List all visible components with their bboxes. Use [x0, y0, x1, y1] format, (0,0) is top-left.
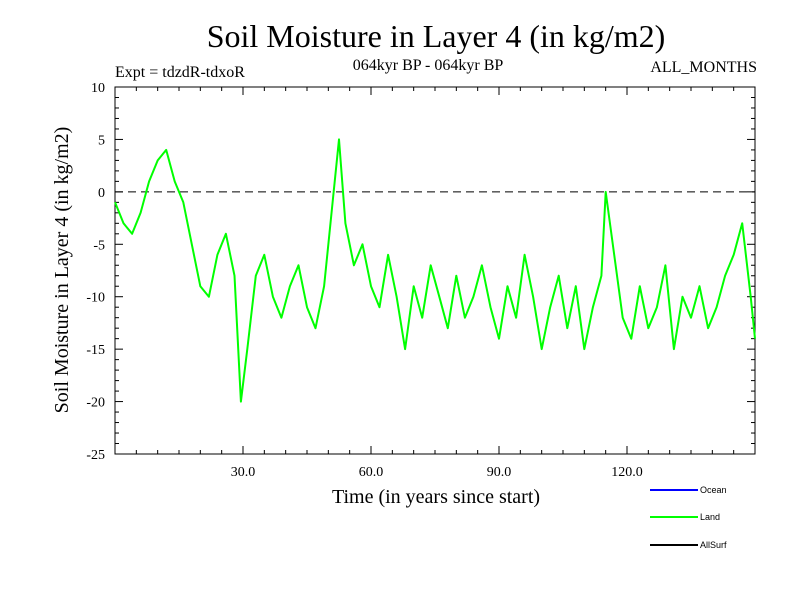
legend-allsurf-label: AllSurf — [700, 540, 727, 550]
x-tick-label: 120.0 — [611, 465, 643, 480]
months-label: ALL_MONTHS — [650, 59, 757, 76]
legend-ocean-label: Ocean — [700, 485, 727, 495]
chart-title: Soil Moisture in Layer 4 (in kg/m2) — [207, 18, 666, 54]
legend-land-label: Land — [700, 512, 720, 522]
legend: Ocean Land AllSurf — [650, 485, 727, 550]
x-tick-label: 30.0 — [231, 465, 256, 480]
x-tick-labels: 30.0 60.0 90.0 120.0 — [231, 465, 643, 480]
period-label: 064kyr BP - 064kyr BP — [353, 57, 504, 74]
y-tick-label: -25 — [86, 448, 105, 463]
y-tick-label: 5 — [98, 133, 105, 148]
y-axis-label: Soil Moisture in Layer 4 (in kg/m2) — [51, 127, 73, 414]
y-tick-label: -15 — [86, 343, 105, 358]
y-tick-labels: 10 5 0 -5 -10 -15 -20 -25 — [86, 81, 105, 463]
y-tick-label: -20 — [86, 396, 105, 411]
y-tick-label: 10 — [91, 81, 105, 96]
experiment-label: Expt = tdzdR-tdxoR — [115, 64, 245, 81]
land-series-line — [114, 138, 756, 403]
tick-marks — [115, 86, 755, 455]
y-tick-label: 0 — [98, 186, 105, 201]
y-tick-label: -10 — [86, 291, 105, 306]
x-tick-label: 90.0 — [487, 465, 512, 480]
x-axis-label: Time (in years since start) — [332, 486, 540, 508]
y-tick-label: -5 — [93, 238, 105, 253]
plot-frame — [114, 86, 756, 455]
x-tick-label: 60.0 — [359, 465, 384, 480]
